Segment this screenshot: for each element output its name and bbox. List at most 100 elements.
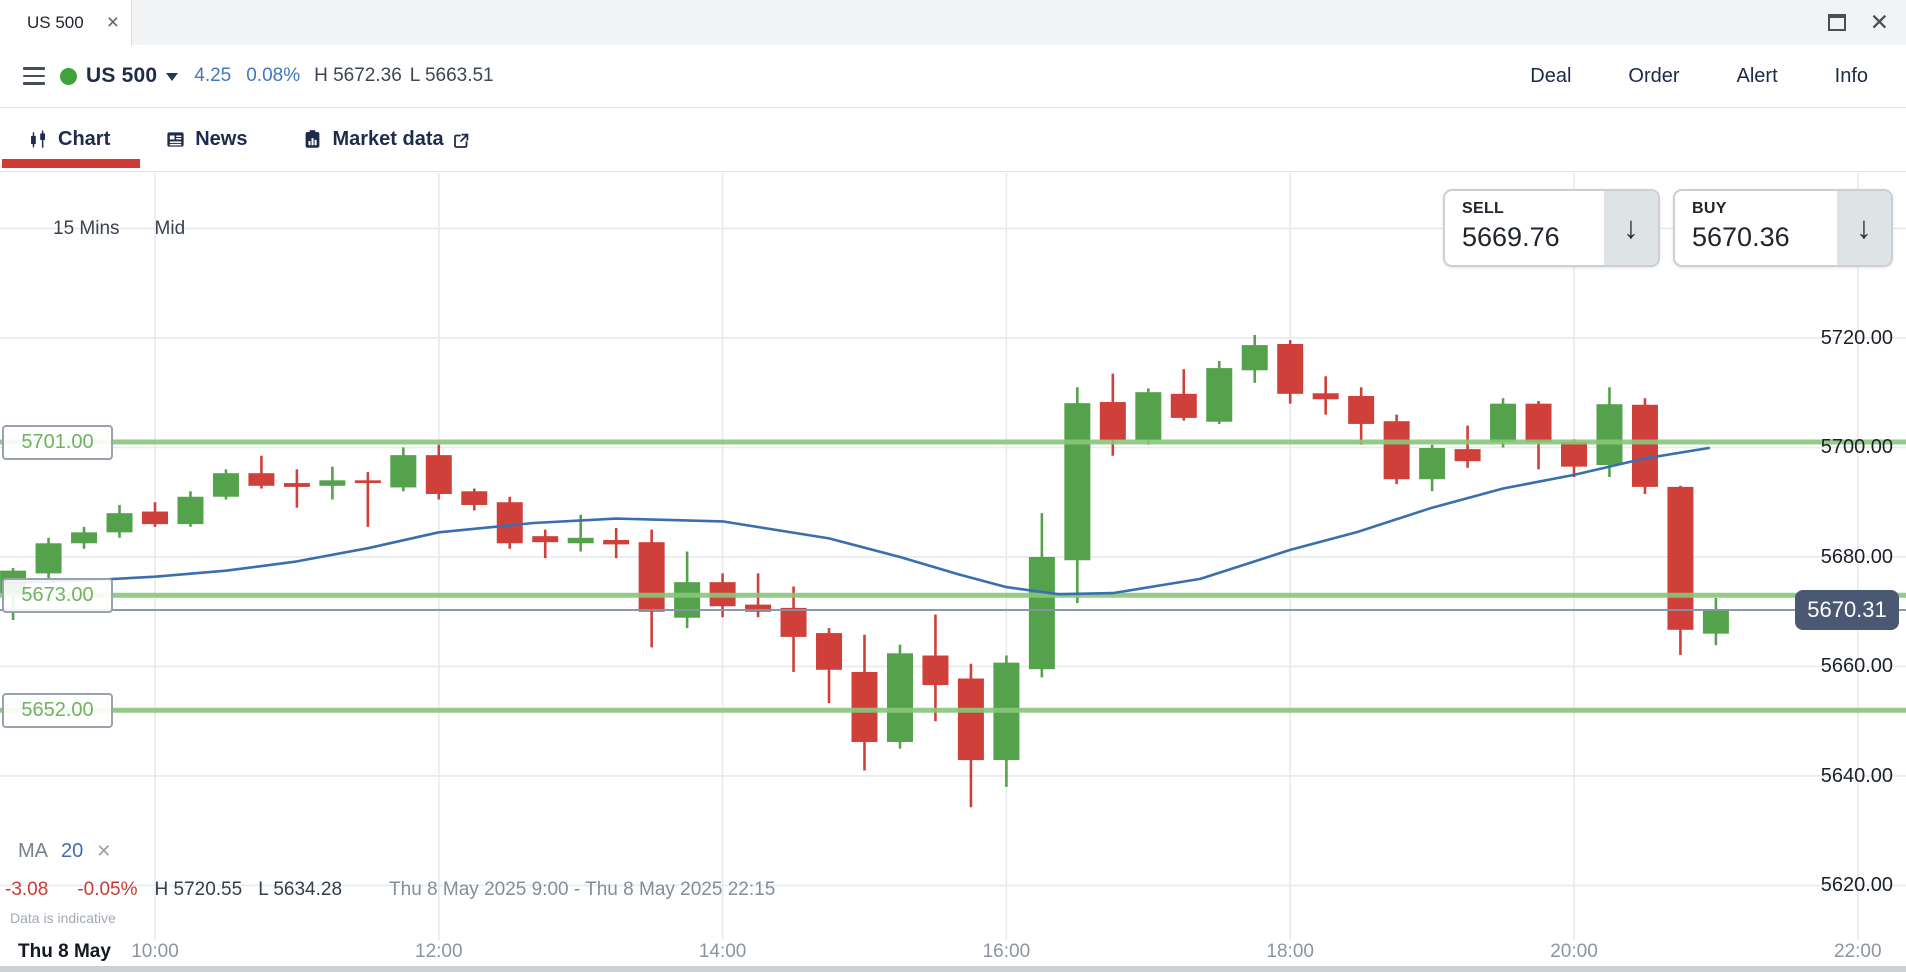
tab-market-data-label: Market data bbox=[332, 128, 444, 150]
x-axis-label: 22:00 bbox=[1834, 941, 1882, 962]
buy-direction-arrow-icon[interactable]: ↓ bbox=[1837, 191, 1891, 265]
candle-20:30 bbox=[1631, 398, 1658, 495]
chart-toolbar: 15 Mins Mid bbox=[53, 218, 185, 240]
candle-21:00 bbox=[1702, 598, 1729, 646]
price-level-label[interactable]: 5673.00 bbox=[2, 577, 113, 613]
window-tab-us500[interactable]: US 500 × bbox=[0, 0, 132, 45]
session-change-percent: -0.05% bbox=[77, 879, 138, 900]
tab-chart[interactable]: Chart bbox=[28, 128, 110, 151]
candle-15:00 bbox=[851, 634, 878, 771]
horizontal-scrollbar[interactable] bbox=[0, 966, 1906, 972]
candle-12:15 bbox=[461, 488, 488, 511]
buy-label: BUY bbox=[1692, 200, 1727, 217]
candle-10:45 bbox=[248, 455, 275, 489]
x-axis-label: 20:00 bbox=[1550, 941, 1598, 962]
candle-18:15 bbox=[1312, 376, 1339, 415]
news-icon bbox=[167, 132, 184, 147]
order-button[interactable]: Order bbox=[1628, 64, 1680, 87]
instrument-name[interactable]: US 500 bbox=[86, 64, 158, 87]
candle-09:30 bbox=[71, 526, 98, 549]
tab-market-data[interactable]: Market data bbox=[302, 128, 469, 151]
candle-10:15 bbox=[177, 491, 204, 527]
candle-20:45 bbox=[1667, 485, 1694, 655]
candle-11:45 bbox=[390, 447, 417, 492]
sell-price: 5669.76 bbox=[1462, 222, 1560, 252]
alert-button[interactable]: Alert bbox=[1736, 64, 1778, 87]
price-mode-selector[interactable]: Mid bbox=[154, 218, 186, 239]
candle-19:45 bbox=[1525, 400, 1552, 470]
candle-11:30 bbox=[354, 472, 381, 527]
candle-09:45 bbox=[106, 504, 133, 538]
candle-17:00 bbox=[1135, 388, 1162, 445]
instrument-header: US 500 4.25 0.08% H 5672.36 L 5663.51 De… bbox=[0, 45, 1906, 108]
candle-11:15 bbox=[319, 466, 346, 500]
y-axis-label: 5720.00 bbox=[1820, 326, 1893, 349]
ma-indicator-name: MA bbox=[18, 840, 48, 862]
candle-19:00 bbox=[1419, 444, 1446, 492]
candle-16:30 bbox=[1064, 387, 1091, 603]
candles-layer bbox=[0, 334, 1729, 808]
close-window-icon[interactable]: ✕ bbox=[1869, 9, 1889, 35]
y-axis-label: 5700.00 bbox=[1820, 436, 1893, 459]
data-indicative-note: Data is indicative bbox=[10, 910, 116, 926]
x-axis-label: 18:00 bbox=[1266, 941, 1314, 962]
header-actions: Deal Order Alert Info bbox=[1530, 65, 1868, 88]
timeframe-selector[interactable]: 15 Mins bbox=[53, 218, 120, 239]
candle-20:15 bbox=[1596, 387, 1623, 478]
candle-18:30 bbox=[1348, 387, 1375, 445]
change-percent: 0.08% bbox=[246, 65, 301, 86]
window-tab-title: US 500 bbox=[27, 12, 84, 32]
info-button[interactable]: Info bbox=[1834, 64, 1868, 87]
session-time-range: Thu 8 May 2025 9:00 - Thu 8 May 2025 22:… bbox=[389, 879, 776, 900]
market-open-status-icon bbox=[60, 67, 77, 85]
ma-indicator-close-icon[interactable]: ✕ bbox=[96, 841, 112, 861]
ma-line bbox=[2, 446, 1711, 596]
chevron-down-icon[interactable] bbox=[166, 72, 179, 87]
y-axis-label: 5660.00 bbox=[1820, 655, 1893, 678]
candlestick-icon bbox=[31, 130, 45, 148]
candle-11:00 bbox=[283, 469, 310, 508]
candle-12:00 bbox=[425, 444, 452, 500]
y-axis-label: 5640.00 bbox=[1820, 764, 1893, 787]
candle-20:00 bbox=[1561, 439, 1587, 478]
candle-17:45 bbox=[1241, 334, 1268, 383]
tab-news[interactable]: News bbox=[165, 128, 247, 151]
x-axis-label: 16:00 bbox=[982, 941, 1031, 962]
x-axis-label: 10:00 bbox=[131, 941, 179, 962]
sell-button[interactable]: SELL 5669.76 ↓ bbox=[1443, 189, 1660, 267]
tab-close-icon[interactable]: × bbox=[106, 11, 119, 34]
candle-17:15 bbox=[1170, 369, 1197, 421]
candle-15:15 bbox=[886, 644, 913, 749]
candle-18:00 bbox=[1277, 340, 1304, 404]
candle-15:45 bbox=[957, 663, 984, 808]
y-axis-label: 5620.00 bbox=[1820, 874, 1893, 897]
price-level-label[interactable]: 5701.00 bbox=[2, 424, 113, 460]
ma-indicator-period[interactable]: 20 bbox=[61, 840, 84, 862]
tab-chart-label: Chart bbox=[58, 128, 111, 150]
x-axis-label: 14:00 bbox=[698, 941, 747, 962]
price-level-label[interactable]: 5652.00 bbox=[2, 692, 113, 728]
candle-10:00 bbox=[142, 502, 168, 527]
ma-indicator-legend: MA 20 ✕ bbox=[18, 840, 111, 863]
sell-info: SELL 5669.76 bbox=[1462, 200, 1560, 253]
candle-14:45 bbox=[816, 628, 843, 704]
menu-icon[interactable] bbox=[23, 67, 45, 85]
restore-window-icon[interactable] bbox=[1827, 14, 1846, 31]
buy-button[interactable]: BUY 5670.36 ↓ bbox=[1673, 189, 1893, 267]
y-axis-label: 5680.00 bbox=[1820, 545, 1893, 568]
deal-button[interactable]: Deal bbox=[1530, 64, 1572, 87]
external-link-icon bbox=[453, 133, 468, 148]
sell-direction-arrow-icon[interactable]: ↓ bbox=[1604, 191, 1658, 265]
session-change: -3.08 bbox=[5, 879, 49, 900]
market-data-icon bbox=[306, 130, 320, 148]
candle-18:45 bbox=[1383, 414, 1410, 485]
buy-info: BUY 5670.36 bbox=[1692, 200, 1790, 253]
window-tab-strip: US 500 × ✕ bbox=[0, 0, 1906, 46]
x-axis-date-label: Thu 8 May bbox=[18, 941, 111, 962]
session-stats: -3.08 -0.05% H 5720.55 L 5634.28 Thu 8 M… bbox=[5, 879, 775, 901]
session-low: L 5634.28 bbox=[258, 879, 343, 900]
candle-16:00 bbox=[993, 655, 1020, 787]
content-tabs: Chart News Market data bbox=[0, 108, 1906, 172]
